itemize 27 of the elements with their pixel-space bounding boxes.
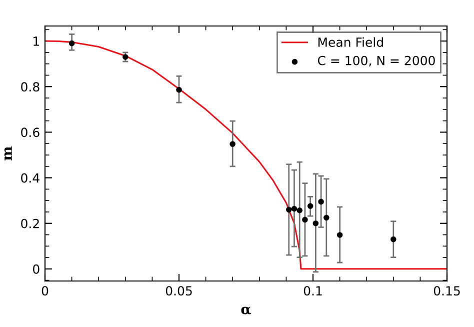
point [296, 207, 302, 214]
x-tick-label: 0 [42, 286, 48, 296]
x-axis-title: α [241, 306, 252, 314]
legend-label: Mean Field [318, 37, 383, 47]
x-tick-label: 0.1 [304, 286, 322, 296]
point [336, 232, 343, 238]
y-tick-label: 0.8 [21, 82, 40, 92]
point [291, 206, 298, 212]
point [390, 236, 396, 242]
point [302, 216, 308, 223]
y-tick-label: 1 [34, 36, 39, 46]
point [312, 220, 319, 226]
x-tick-label: 0.15 [434, 286, 460, 296]
point [318, 198, 324, 205]
y-axis-title: m [4, 146, 12, 160]
point [68, 40, 75, 46]
y-tick-label: 0.2 [21, 218, 39, 228]
x-tick-label: 0.05 [166, 286, 192, 296]
point [286, 206, 292, 213]
legend-label: C = 100, N = 2000 [318, 56, 435, 67]
point [230, 141, 236, 147]
point [176, 86, 182, 93]
point [324, 214, 330, 221]
point [307, 203, 314, 209]
y-tick-label: 0 [33, 264, 40, 274]
y-tick-label: 0.4 [21, 173, 40, 183]
y-tick-label: 0.6 [21, 128, 40, 138]
